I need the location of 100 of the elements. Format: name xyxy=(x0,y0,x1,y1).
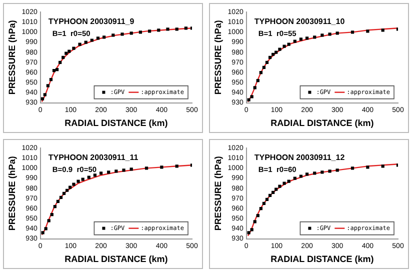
x-axis-title: RADIAL DISTANCE (km) xyxy=(64,254,168,264)
point xyxy=(287,42,290,46)
point xyxy=(157,28,160,32)
point xyxy=(99,172,103,175)
point xyxy=(274,50,278,54)
point xyxy=(55,68,59,72)
point xyxy=(40,97,44,100)
point xyxy=(268,56,272,59)
point xyxy=(299,38,303,41)
point xyxy=(287,180,290,183)
point xyxy=(305,36,309,40)
point xyxy=(336,32,339,35)
point xyxy=(56,200,60,204)
point xyxy=(59,196,63,199)
point xyxy=(262,66,266,70)
point xyxy=(336,168,339,172)
point xyxy=(84,40,88,44)
x-axis-title: RADIAL DISTANCE (km) xyxy=(270,254,374,264)
point xyxy=(96,36,100,40)
text: TYPHOON 20030911_10 xyxy=(254,17,346,26)
point xyxy=(72,46,76,50)
x-axis-title: RADIAL DISTANCE (km) xyxy=(270,118,374,128)
point xyxy=(256,214,260,218)
point xyxy=(299,174,303,178)
point xyxy=(175,164,178,168)
point xyxy=(138,30,142,34)
point xyxy=(114,170,118,173)
point xyxy=(41,231,44,234)
point xyxy=(259,206,262,210)
point xyxy=(102,36,106,39)
point xyxy=(144,166,148,170)
point xyxy=(130,168,133,171)
point xyxy=(76,180,80,183)
point xyxy=(78,42,82,46)
point xyxy=(305,172,309,176)
point xyxy=(148,30,152,33)
text: TYPHOON 20030911_9 xyxy=(48,17,135,26)
point xyxy=(49,78,53,82)
point xyxy=(320,170,324,174)
point xyxy=(259,70,262,74)
point xyxy=(381,164,384,168)
point xyxy=(328,170,332,173)
point xyxy=(320,34,324,37)
point xyxy=(247,98,250,102)
point xyxy=(43,93,46,96)
point xyxy=(313,36,316,39)
y-axis-title: PRESSURE (hPa) xyxy=(212,156,223,231)
point xyxy=(256,79,260,82)
point xyxy=(272,52,275,56)
point xyxy=(278,184,282,188)
y-axis-title: PRESSURE (hPa) xyxy=(6,156,17,231)
point xyxy=(328,32,332,36)
point xyxy=(72,182,76,186)
point xyxy=(278,48,282,51)
point xyxy=(160,166,164,169)
point xyxy=(90,38,94,42)
y-axis-title: PRESSURE (hPa) xyxy=(212,20,223,95)
point xyxy=(282,182,286,185)
point xyxy=(250,228,254,232)
point xyxy=(93,174,97,177)
point xyxy=(250,95,254,98)
point xyxy=(107,170,110,174)
point xyxy=(381,28,384,32)
point xyxy=(293,40,296,43)
point xyxy=(366,30,370,33)
point xyxy=(112,34,115,37)
point xyxy=(184,26,188,30)
point xyxy=(282,44,286,48)
point xyxy=(247,231,250,234)
y-axis-title: PRESSURE (hPa) xyxy=(6,20,17,95)
point xyxy=(53,204,56,208)
point xyxy=(122,168,126,172)
point xyxy=(265,198,269,202)
point xyxy=(120,32,124,36)
point xyxy=(62,56,65,59)
point xyxy=(313,172,316,175)
x-axis-title: RADIAL DISTANCE (km) xyxy=(64,118,168,128)
point xyxy=(366,166,370,169)
point xyxy=(68,50,71,53)
point xyxy=(58,60,62,64)
point xyxy=(166,28,170,31)
point xyxy=(62,192,66,195)
point xyxy=(350,30,354,34)
point xyxy=(64,52,68,55)
point xyxy=(47,219,50,222)
text: TYPHOON 20030911_12 xyxy=(254,153,346,162)
point xyxy=(272,190,275,194)
point xyxy=(265,60,269,64)
point xyxy=(268,194,272,197)
point xyxy=(253,86,256,90)
point xyxy=(44,227,48,230)
point xyxy=(274,188,278,191)
point xyxy=(130,32,133,35)
point xyxy=(81,178,84,181)
point xyxy=(46,84,50,88)
point xyxy=(68,186,72,189)
point xyxy=(350,166,354,170)
point xyxy=(66,188,69,192)
point xyxy=(50,213,54,216)
point xyxy=(253,220,256,224)
